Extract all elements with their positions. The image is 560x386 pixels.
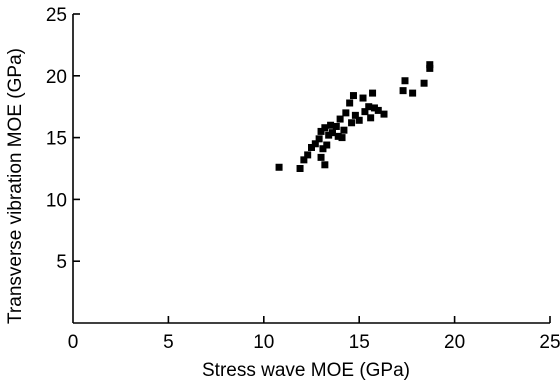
x-tick-label: 25 (539, 332, 560, 353)
x-tick-label: 10 (253, 332, 274, 353)
data-point (342, 109, 350, 117)
data-point (323, 141, 331, 149)
data-point (359, 94, 367, 102)
data-point (365, 103, 373, 111)
x-axis-ticks: 0 5 10 15 20 25 (68, 316, 560, 353)
data-point (317, 127, 325, 135)
data-point (321, 161, 329, 169)
data-point (367, 114, 375, 122)
data-point (348, 119, 356, 127)
y-axis-title: Transverse vibration MOE (GPa) (5, 48, 26, 324)
data-point (380, 110, 388, 118)
data-point (315, 135, 323, 143)
data-point (328, 129, 336, 137)
data-point (374, 106, 382, 114)
data-point (296, 165, 304, 172)
data-point (369, 89, 377, 97)
data-point (340, 126, 348, 134)
y-tick-label: 25 (46, 5, 67, 26)
data-point (304, 151, 312, 159)
data-point (338, 134, 346, 142)
data-point (325, 131, 333, 139)
data-point (317, 153, 325, 161)
data-points (275, 61, 434, 172)
y-axis-ticks: 5 10 15 20 25 (46, 5, 80, 273)
data-point (336, 115, 344, 123)
data-point (349, 92, 357, 100)
data-point (319, 145, 327, 153)
data-point (361, 108, 369, 116)
data-point (409, 89, 417, 97)
data-point (321, 124, 329, 132)
data-point (308, 143, 315, 151)
data-point (426, 64, 434, 72)
x-tick-label: 0 (68, 332, 79, 353)
x-tick-label: 15 (349, 332, 370, 353)
data-point (300, 156, 308, 164)
data-point (355, 116, 363, 124)
data-point (311, 140, 319, 148)
data-point (370, 104, 378, 112)
y-tick-label: 15 (46, 129, 67, 150)
data-point (401, 77, 409, 85)
data-point (426, 61, 434, 69)
x-tick-label: 5 (163, 332, 174, 353)
data-point (275, 163, 283, 171)
data-point (327, 121, 335, 129)
x-tick-label: 20 (444, 332, 465, 353)
y-tick-label: 5 (56, 252, 67, 273)
data-point (346, 99, 354, 107)
data-point (399, 87, 407, 95)
data-point (351, 111, 359, 119)
y-tick-label: 10 (46, 190, 67, 211)
axes (72, 14, 550, 324)
y-tick-label: 20 (46, 67, 67, 88)
data-point (332, 122, 340, 130)
x-axis-title: Stress wave MOE (GPa) (202, 360, 410, 381)
data-point (420, 79, 428, 87)
data-point (334, 132, 342, 140)
